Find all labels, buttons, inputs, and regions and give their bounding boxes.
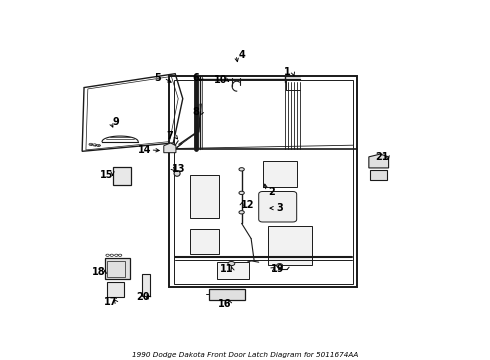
Text: 12: 12 (241, 201, 254, 210)
Ellipse shape (174, 171, 180, 176)
Text: 4: 4 (238, 50, 245, 60)
Text: 20: 20 (136, 292, 149, 302)
Text: 10: 10 (214, 75, 227, 85)
Text: 9: 9 (113, 117, 120, 127)
Text: 1: 1 (284, 67, 291, 77)
Ellipse shape (239, 168, 245, 171)
Text: 21: 21 (375, 152, 389, 162)
Text: 6: 6 (193, 73, 199, 83)
Text: 15: 15 (100, 170, 114, 180)
Polygon shape (164, 143, 176, 153)
Ellipse shape (239, 211, 245, 214)
Text: 1990 Dodge Dakota Front Door Latch Diagram for 5011674AA: 1990 Dodge Dakota Front Door Latch Diagr… (132, 352, 358, 358)
Ellipse shape (239, 191, 245, 194)
Bar (263, 161, 297, 187)
Text: 8: 8 (193, 108, 199, 117)
Bar (190, 229, 219, 254)
Ellipse shape (228, 261, 235, 266)
Text: 16: 16 (218, 299, 231, 309)
Bar (113, 167, 131, 185)
Bar (217, 262, 249, 279)
Text: 3: 3 (276, 203, 283, 213)
Polygon shape (370, 170, 387, 180)
Bar (107, 282, 124, 297)
Bar (174, 80, 353, 284)
Bar (170, 76, 358, 287)
Polygon shape (369, 154, 389, 168)
Bar (105, 258, 129, 279)
Bar (142, 274, 150, 296)
Text: 7: 7 (166, 131, 173, 141)
Bar (190, 175, 219, 218)
Text: 2: 2 (269, 186, 275, 197)
Bar (268, 226, 312, 265)
FancyBboxPatch shape (259, 192, 297, 222)
Bar (107, 261, 125, 276)
Bar (209, 289, 245, 300)
Text: 13: 13 (172, 164, 186, 174)
Text: 19: 19 (271, 264, 285, 274)
Ellipse shape (276, 264, 283, 267)
Text: 18: 18 (93, 267, 106, 277)
Text: 11: 11 (220, 264, 233, 274)
Text: 14: 14 (138, 145, 151, 155)
Text: 5: 5 (155, 73, 162, 83)
Text: 17: 17 (104, 297, 118, 307)
